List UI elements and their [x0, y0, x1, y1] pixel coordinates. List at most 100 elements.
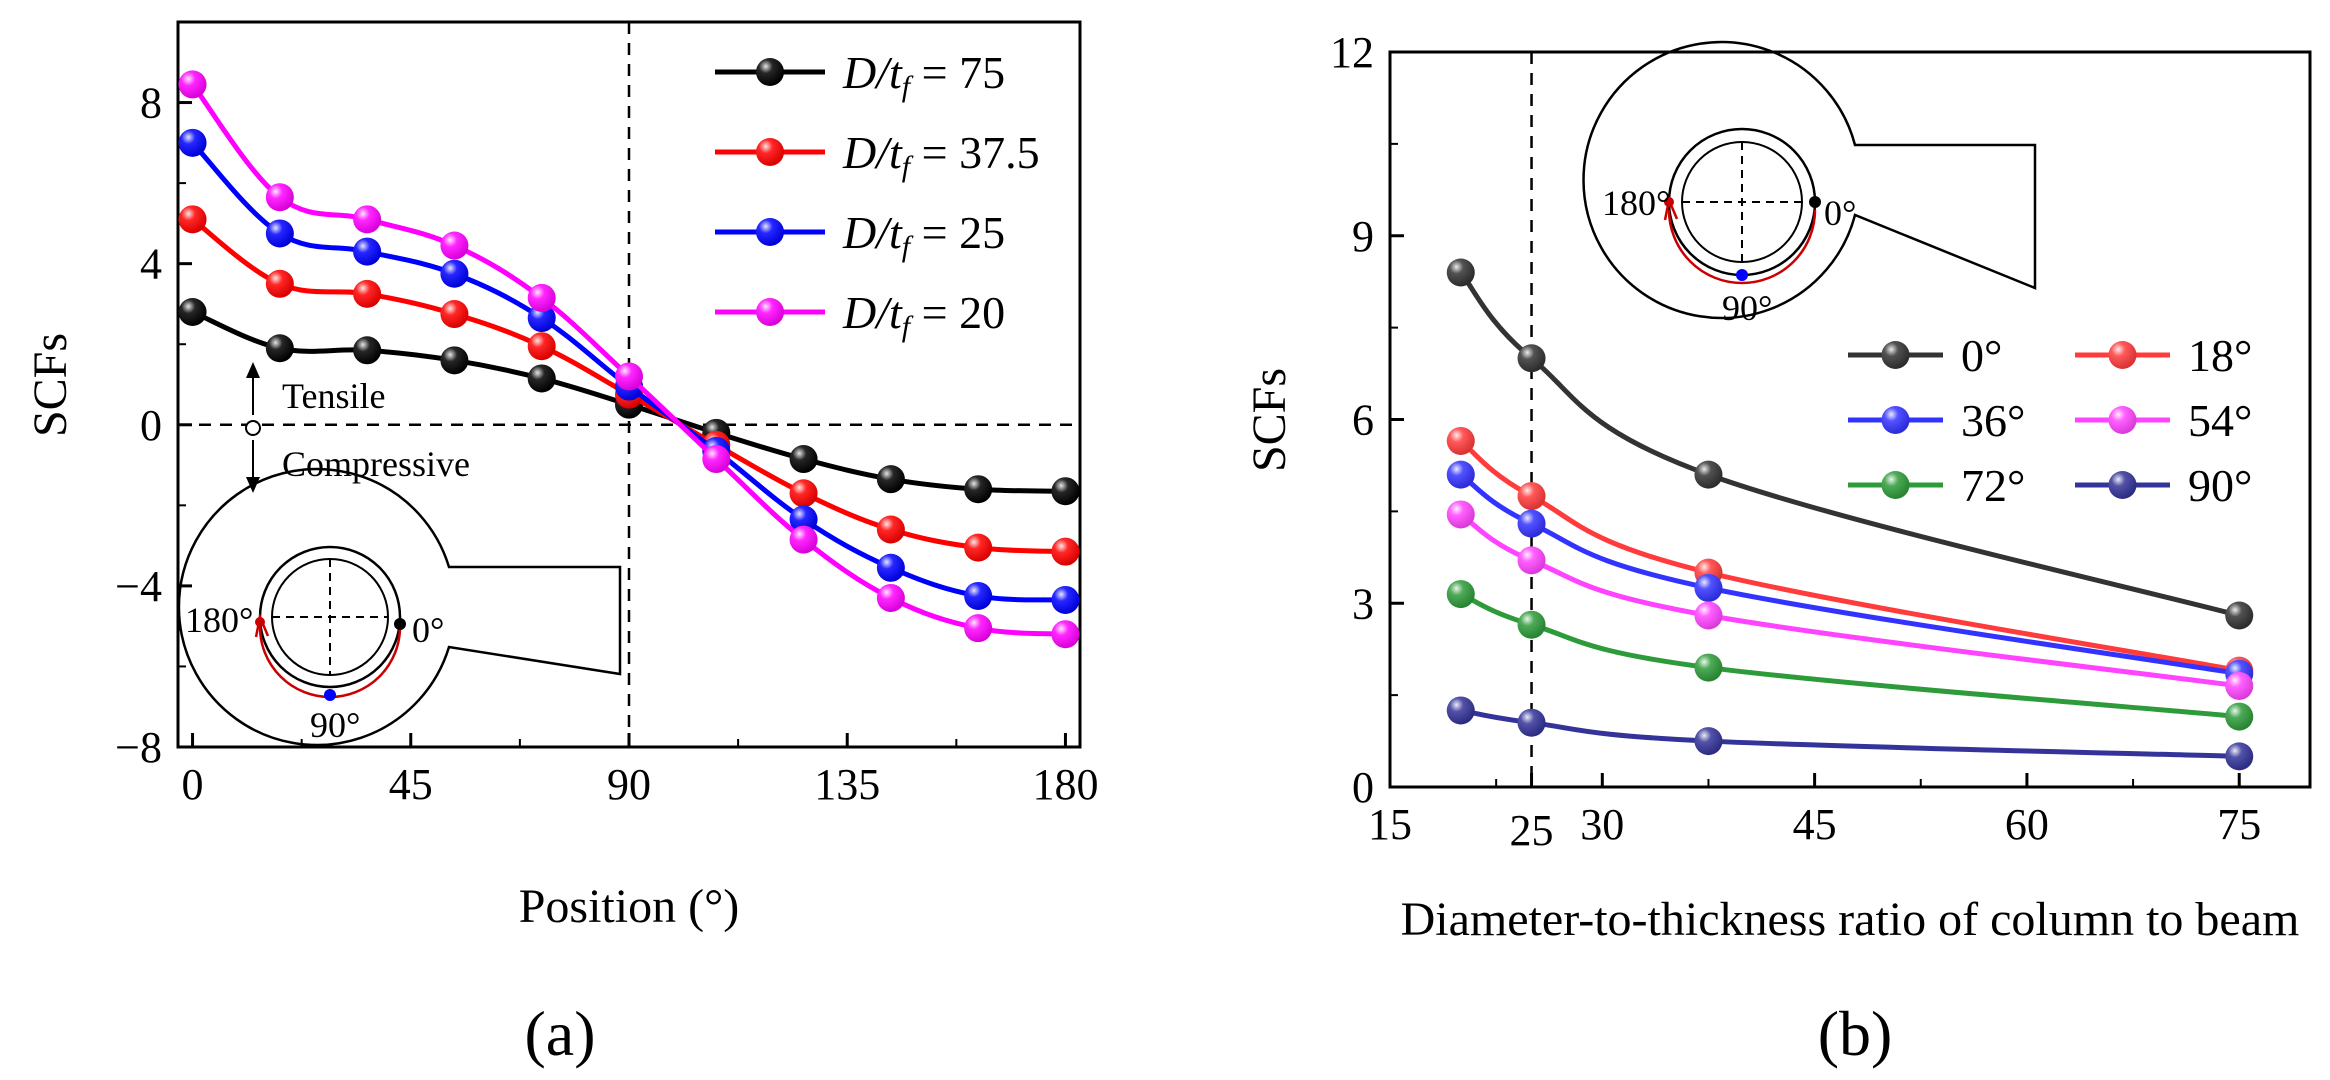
series-line-0 [1458, 270, 2240, 618]
y-tick-label: 6 [1352, 396, 1374, 445]
legend-marker-2-shine [1881, 406, 1910, 434]
compressive-label: Compressive [282, 444, 470, 484]
connection-inset-a: 180° 0° 90° [177, 467, 622, 747]
data-point-s5-1-shine [1517, 708, 1546, 737]
x-tick-label: 15 [1368, 800, 1412, 849]
y-tick-label: 0 [140, 401, 162, 450]
y-axis-title-a: SCFs [24, 333, 77, 437]
data-point-s1-0-shine [178, 205, 207, 234]
data-point-s5-2-shine [1694, 727, 1723, 756]
legend-marker-3-shine [2108, 406, 2137, 434]
data-point-s3-3-shine [440, 231, 469, 260]
data-point-s2-1-shine [265, 219, 294, 248]
legend-label-3: 54° [2188, 395, 2252, 446]
data-point-s3-9-shine [964, 614, 993, 643]
data-point-s0-4-shine [527, 364, 556, 393]
x-axis-title-a: Position (°) [519, 880, 740, 933]
y-tick-label: 12 [1330, 28, 1374, 77]
data-point-s0-8-shine [876, 465, 905, 494]
x-tick-label: 60 [2005, 800, 2049, 849]
x-tick-label: 0 [182, 760, 204, 809]
chart-a: 0 45 90 135 180 −8 −4 0 4 8 D/tf = 75 D/tf = 37.5 D… [24, 20, 1098, 1069]
data-point-s0-7-shine [789, 445, 818, 474]
data-point-s1-7-shine [789, 479, 818, 508]
y-tick-label: −4 [115, 562, 162, 611]
data-point-s2-3-shine [440, 259, 469, 288]
data-point-s4-2-shine [1694, 653, 1723, 682]
legend-label-0: D/tf = 75 [842, 47, 1005, 103]
data-point-s3-8-shine [876, 583, 905, 612]
data-point-s3-6-shine [702, 445, 731, 474]
data-point-s1-8-shine [876, 515, 905, 544]
data-point-s3-10-shine [1051, 620, 1080, 649]
legend-label-1: 18° [2188, 330, 2252, 381]
data-point-s2-9-shine [964, 581, 993, 610]
y-tick-label: 9 [1352, 212, 1374, 261]
data-point-s2-1-shine [1517, 509, 1546, 538]
x-tick-label: 180 [1032, 760, 1098, 809]
data-point-s2-10-shine [1051, 585, 1080, 614]
x-tick-label: 135 [814, 760, 880, 809]
data-point-s5-3-shine [2225, 742, 2254, 771]
inset-a-90: 90° [310, 705, 360, 745]
y-tick-label: 0 [1352, 763, 1374, 812]
x-tick-label: 90 [607, 760, 651, 809]
data-point-s3-0-shine [1446, 500, 1475, 529]
angle-arc-b [1667, 209, 1817, 285]
data-point-s3-1-shine [1517, 546, 1546, 575]
data-point-s3-0-shine [178, 70, 207, 99]
stress-annotation: Tensile Compressive [245, 362, 470, 493]
data-point-s0-3-shine [2225, 601, 2254, 630]
connection-inset-b: 180° 0° 90° [1582, 40, 2037, 328]
chart-b: 15 30 45 60 75 0 3 6 9 12 25 0° 18° 36° 54° 72° 90° 180… [1243, 28, 2312, 1069]
legend-marker-4-shine [1881, 471, 1910, 499]
x-axis-title-b: Diameter-to-thickness ratio of column to… [1401, 893, 2300, 946]
x-tick-label: 45 [389, 760, 433, 809]
y-tick-label: −8 [115, 723, 162, 772]
legend-marker-0-shine [756, 58, 784, 86]
inset-b-180: 180° [1602, 183, 1670, 223]
data-point-s4-0-shine [1446, 580, 1475, 609]
legend-label-1: D/tf = 37.5 [842, 127, 1040, 183]
data-point-s2-8-shine [876, 553, 905, 582]
data-point-s0-2-shine [353, 336, 382, 365]
y-tick-label: 4 [140, 240, 162, 289]
data-point-s3-3-shine [2225, 671, 2254, 700]
legend-marker-1-shine [756, 138, 784, 166]
series-line-5 [1460, 707, 2240, 759]
panel-label-a: (a) [524, 998, 595, 1069]
data-point-s0-3-shine [440, 346, 469, 375]
inset-a-0: 0° [412, 610, 444, 650]
data-point-s4-3-shine [2225, 702, 2254, 731]
legend-label-4: 72° [1961, 460, 2025, 511]
legend-marker-1-shine [2108, 341, 2137, 369]
data-point-s1-1-shine [1517, 482, 1546, 511]
data-point-s1-3-shine [440, 300, 469, 329]
data-point-s1-1-shine [265, 269, 294, 298]
data-point-s2-4-shine [527, 304, 556, 333]
legend-label-3: D/tf = 20 [842, 287, 1005, 343]
data-point-s3-2-shine [353, 205, 382, 234]
y-tick-label: 3 [1352, 579, 1374, 628]
inset-b-90: 90° [1722, 288, 1772, 328]
data-point-s0-10-shine [1051, 477, 1080, 506]
data-point-s2-2-shine [353, 237, 382, 266]
tensile-label: Tensile [282, 376, 385, 416]
data-point-s1-2-shine [353, 279, 382, 308]
x-tick-label: 45 [1793, 800, 1837, 849]
x-tick-label: 30 [1580, 800, 1624, 849]
beam-flange-outline-b [1582, 40, 2037, 320]
x-tick-label-highlight: 25 [1510, 806, 1554, 855]
legend-marker-2-shine [756, 218, 784, 246]
legend-label-0: 0° [1961, 330, 2002, 381]
data-point-s2-0-shine [178, 128, 207, 157]
y-tick-label: 8 [140, 79, 162, 128]
data-point-s5-0-shine [1446, 696, 1475, 725]
data-point-s1-0-shine [1446, 426, 1475, 455]
data-point-s3-5-shine [615, 362, 643, 391]
data-point-s1-4-shine [527, 332, 556, 361]
legend-marker-0-shine [1881, 341, 1910, 369]
legend-marker-5-shine [2108, 471, 2137, 499]
panel-label-b: (b) [1818, 998, 1893, 1069]
